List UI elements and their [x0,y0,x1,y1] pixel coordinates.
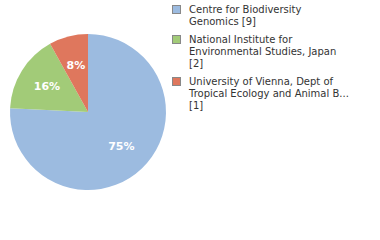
svg-text:75%: 75% [108,140,134,153]
svg-text:8%: 8% [67,59,86,72]
html-text:Centre for Biodiversity Genomi: Centre for Biodiversity Genomics [9] [189,4,302,27]
html-text:University of Vienna, Dept of: University of Vienna, Dept of Tropical E… [189,76,349,111]
html-text:National Institute for Environ: National Institute for Environmental Stu… [189,34,337,69]
svg-text:16%: 16% [34,80,60,93]
